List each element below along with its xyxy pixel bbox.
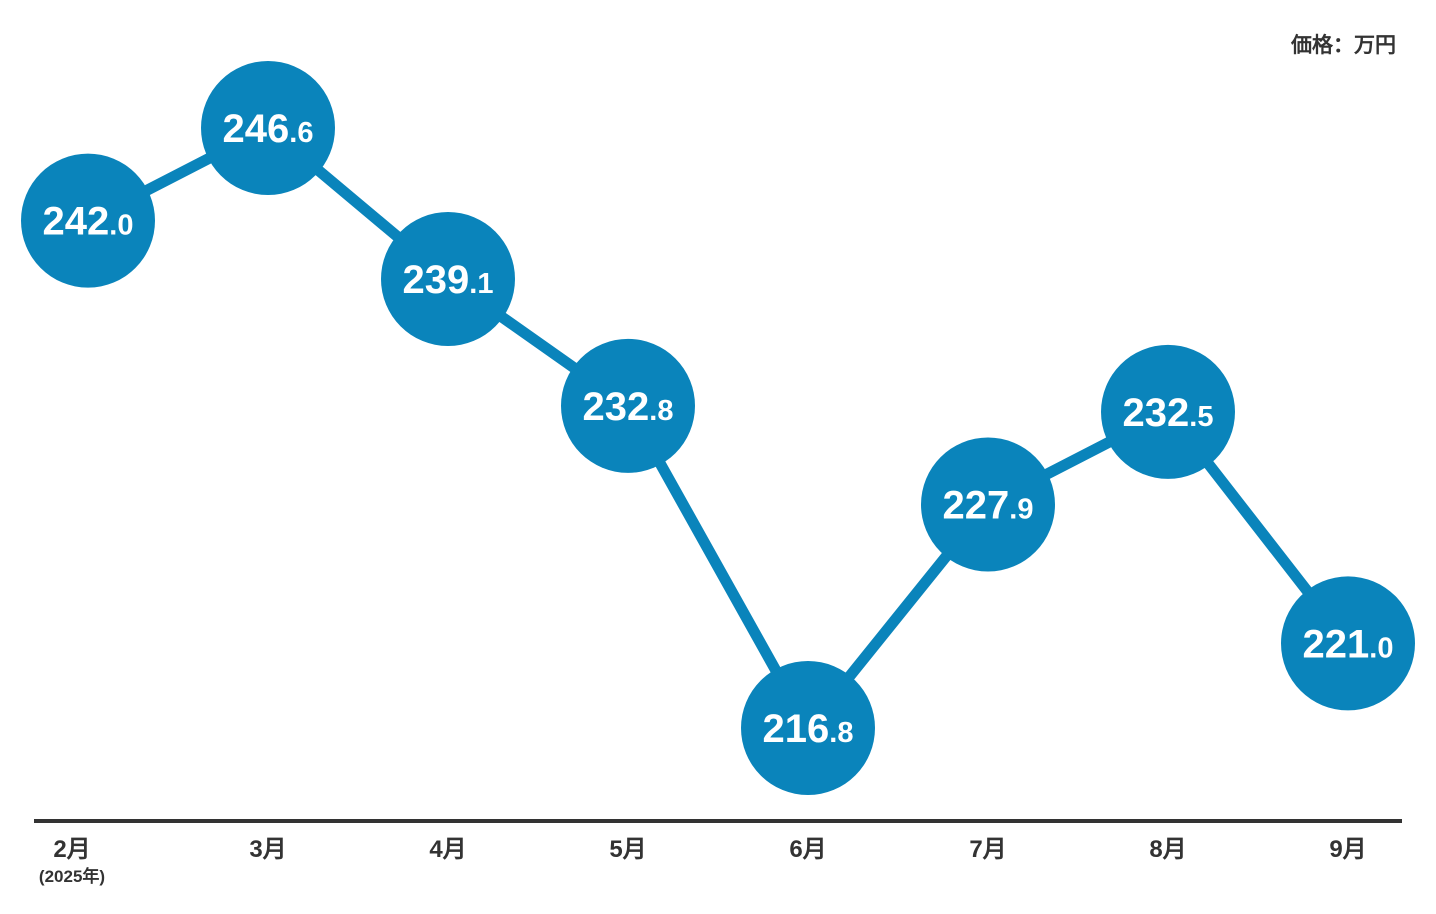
data-label-decimal: .9 (1009, 494, 1033, 526)
unit-label: 価格：万円 (1290, 33, 1396, 57)
data-point-marker (741, 661, 875, 795)
data-point-marker (921, 437, 1055, 572)
data-point: 221.0 (1281, 576, 1415, 711)
x-tick-label: 3月 (249, 836, 286, 863)
data-label-integer: 232 (583, 385, 650, 429)
data-point: 232.8 (561, 338, 695, 473)
x-tick-label: 4月 (429, 836, 466, 863)
data-label-integer: 221 (1303, 622, 1370, 666)
data-label-decimal: .6 (289, 117, 313, 149)
data-point-marker (381, 212, 515, 347)
x-tick-label: 9月 (1329, 836, 1366, 863)
data-point-label: 216.8 (763, 707, 854, 751)
data-point-label: 221.0 (1303, 622, 1394, 666)
data-point-label: 239.1 (403, 258, 494, 302)
data-point-label: 246.6 (223, 107, 314, 151)
x-tick-year-note: (2025年) (39, 866, 105, 886)
x-tick-label: 2月 (53, 836, 90, 863)
data-point-label: 232.8 (583, 385, 674, 429)
data-point: 227.9 (921, 437, 1055, 572)
data-point-marker (561, 338, 695, 473)
data-label-decimal: .5 (1189, 401, 1213, 433)
data-point-marker (21, 153, 155, 288)
data-label-decimal: .0 (109, 210, 133, 242)
data-point-marker (201, 61, 335, 195)
x-axis-ticks: 2月 3月 4月 5月 6月 7月 8月 9月 (2025年) (39, 836, 1367, 886)
data-point: 239.1 (381, 212, 515, 347)
x-tick-label: 5月 (609, 836, 646, 863)
data-label-decimal: .8 (649, 395, 673, 427)
data-label-decimal: .8 (829, 717, 853, 749)
data-label-integer: 242 (43, 200, 110, 244)
x-tick-label: 8月 (1149, 836, 1186, 863)
data-label-integer: 246 (223, 107, 290, 151)
data-label-decimal: .0 (1369, 632, 1393, 664)
data-label-decimal: .1 (469, 268, 493, 300)
x-tick-label: 7月 (969, 836, 1006, 863)
data-label-integer: 216 (763, 707, 830, 751)
data-point-label: 227.9 (943, 484, 1034, 528)
data-label-integer: 227 (943, 484, 1010, 528)
data-point: 216.8 (741, 661, 875, 795)
data-point: 246.6 (201, 61, 335, 195)
data-label-integer: 239 (403, 258, 470, 302)
x-tick-label: 6月 (789, 836, 826, 863)
data-point-marker (1101, 344, 1235, 479)
data-label-integer: 232 (1123, 391, 1190, 435)
data-point: 242.0 (21, 153, 155, 288)
data-point-label: 242.0 (43, 200, 134, 244)
data-point-marker (1281, 576, 1415, 711)
data-point: 232.5 (1101, 344, 1235, 479)
data-point-label: 232.5 (1123, 391, 1214, 435)
